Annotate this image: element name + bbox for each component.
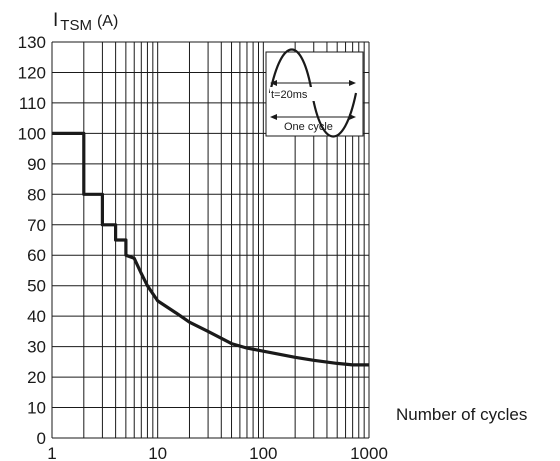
- y-tick-label: 10: [27, 399, 46, 418]
- y-tick-label: 50: [27, 277, 46, 296]
- y-tick-label: 70: [27, 216, 46, 235]
- y-tick-label: 60: [27, 246, 46, 265]
- period-label: t=20ms: [271, 89, 308, 101]
- y-tick-label: 20: [27, 368, 46, 387]
- period-arrow-left-head: [270, 80, 277, 86]
- x-axis-ticks: 1 10 100 1000: [47, 444, 388, 461]
- y-tick-label: 120: [18, 63, 46, 82]
- period-label-bg: [270, 87, 317, 101]
- y-tick-label: 130: [18, 33, 46, 52]
- y-tick-label: 40: [27, 307, 46, 326]
- y-tick-label: 100: [18, 124, 46, 143]
- surge-current-line: [52, 131, 369, 367]
- y-axis-label: I TSM (A): [53, 10, 118, 34]
- x-tick-label: 10: [148, 444, 167, 461]
- cycle-arrow-right-head: [349, 114, 356, 120]
- y-axis-ticks: 0 10 20 30 40 50 60 70 80 90 100 110 120 130: [18, 33, 46, 448]
- period-arrow-right-head: [349, 80, 356, 86]
- x-tick-label: 1: [47, 444, 56, 461]
- chart-series: [52, 131, 369, 367]
- y-tick-label: 110: [19, 94, 46, 113]
- y-tick-label: 0: [37, 429, 46, 448]
- y-tick-label: 90: [27, 155, 46, 174]
- y-tick-label: 30: [27, 338, 46, 357]
- y-tick-label: 80: [27, 185, 46, 204]
- cycle-label: One cycle: [284, 121, 333, 133]
- waveform-inset: t=20ms One cycle: [265, 48, 364, 138]
- x-tick-label: 100: [249, 444, 277, 461]
- x-axis-label: Number of cycles: [396, 405, 527, 424]
- cycle-arrow-left-head: [270, 114, 277, 120]
- x-tick-label: 1000: [350, 444, 388, 461]
